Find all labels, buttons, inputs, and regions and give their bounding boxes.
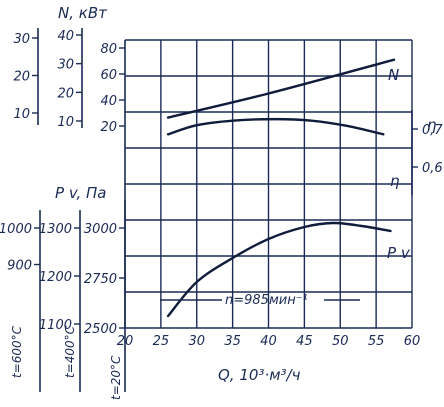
n-side1-axis-label-30: 30 (57, 58, 74, 73)
x-tick-40: 40 (260, 334, 277, 349)
pv-main-axis-label-3000: 3000 (84, 222, 117, 237)
curve-eta (166, 117, 385, 136)
n-main-axis-label-60: 60 (100, 68, 117, 83)
pv-main-axis-label-2500: 2500 (84, 322, 117, 337)
axes: 20 25 30 35 40 45 50 55 602040608010203040102030… (0, 28, 443, 392)
curves (160, 58, 396, 318)
series-label-eta: η (390, 172, 400, 190)
n-side1-axis-label-20: 20 (57, 86, 74, 101)
x-tick-30: 30 (188, 334, 205, 349)
n-side1-axis-label-40: 40 (57, 29, 74, 44)
n-main-axis-label-40: 40 (100, 94, 117, 109)
pv-side1-axis-label-1200: 1200 (39, 270, 72, 285)
curve-pv (166, 221, 392, 318)
pv-main-axis-label-2750: 2750 (84, 272, 117, 287)
n-main-axis-label-20: 20 (100, 120, 117, 135)
pv-axis-title: P v, Па (55, 184, 106, 202)
temp-label-20: t=20°C (109, 355, 123, 400)
eta-axis-title: η (427, 116, 437, 134)
temp-label-400: t=400°C (63, 325, 77, 378)
x-tick-50: 50 (332, 334, 349, 349)
x-tick-25: 25 (153, 334, 170, 349)
eta-label-0,6: 0,6 (422, 161, 443, 176)
x-tick-60: 60 (404, 334, 421, 349)
labels: N, кВт η P v, Па N η P v n=985мин⁻¹ Q, 1… (10, 4, 437, 400)
speed-annotation: n=985мин⁻¹ (225, 293, 308, 308)
x-tick-35: 35 (224, 334, 241, 349)
x-axis-title: Q, 10³·м³/ч (218, 366, 301, 384)
n-side2-axis-label-20: 20 (13, 70, 30, 85)
n-side1-axis-label-10: 10 (57, 115, 74, 130)
pv-side1-axis-label-1300: 1300 (39, 222, 72, 237)
temp-label-600: t=600°C (10, 325, 24, 378)
n-main-axis-label-80: 80 (100, 42, 117, 57)
pv-side2-axis-label-1000: 1000 (0, 222, 32, 237)
x-tick-45: 45 (296, 334, 313, 349)
series-label-pv: P v (387, 244, 411, 262)
n-side2-axis-label-30: 30 (13, 32, 30, 47)
series-label-n: N (388, 66, 399, 84)
eta-label-0,7: 0,7 (422, 123, 443, 138)
n-axis-title: N, кВт (58, 4, 108, 22)
pv-side2-axis-label-900: 900 (7, 259, 32, 274)
x-tick-55: 55 (368, 334, 385, 349)
pv-side1-axis-label-1100: 1100 (39, 318, 72, 333)
curve-n (166, 58, 396, 119)
grid (125, 39, 413, 328)
n-side2-axis-label-10: 10 (13, 107, 30, 122)
